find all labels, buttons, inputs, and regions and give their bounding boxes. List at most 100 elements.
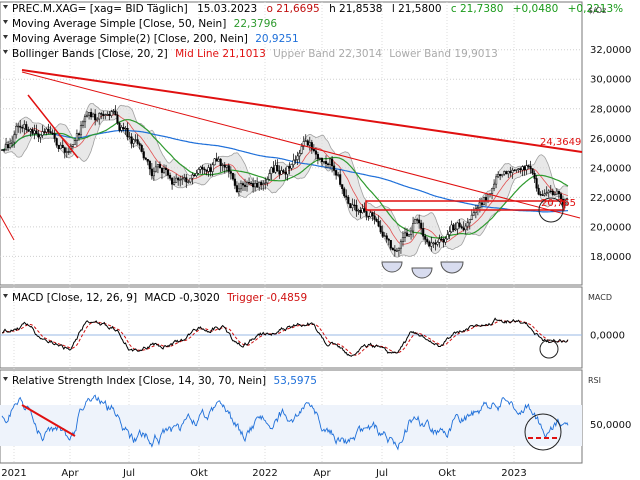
price-candle [104,114,107,116]
price-candle [399,241,402,249]
price-candle [162,167,166,173]
support-trendline [21,71,581,219]
collapse-icon[interactable] [3,294,8,298]
price-candle [486,194,490,202]
high-value: h 21,8538 [329,3,382,15]
price-candle [124,127,127,130]
price-candle [274,165,277,173]
legend-sma200[interactable]: Moving Average Simple(2) [Close, 200, Ne… [3,33,299,45]
collapse-icon[interactable] [3,50,8,54]
price-candle [96,118,99,121]
price-candle [410,230,413,235]
price-candle [233,178,236,186]
price-y-tick-label: 30,0000 [590,75,631,86]
macd-name: MACD [Close, 12, 26, 9] [12,292,137,304]
price-candle [428,241,431,247]
price-candle [351,204,354,209]
legend-rsi[interactable]: Relative Strength Index [Close, 14, 30, … [3,375,601,387]
bb-lower-value: Lower Band 19,9013 [389,48,498,60]
price-candle [405,232,409,237]
collapse-icon[interactable] [3,5,8,9]
macd-highlight-circle [539,339,559,359]
price-candle [140,145,143,152]
price-candle [442,239,445,243]
price-candle [553,193,556,196]
collapse-icon[interactable] [3,377,8,381]
symbol-label: PREC.M.XAG= [xag= BID Täglich] [12,3,188,15]
price-candle [432,242,435,244]
price-candle [420,222,423,229]
price-candle [521,166,524,171]
legend-macd[interactable]: MACD [Close, 12, 26, 9] MACD -0,3020 Tri… [3,292,612,304]
price-candle [276,165,279,171]
price-candle [272,167,275,173]
price-candle [385,235,388,240]
price-candle [7,144,10,148]
price-candle [395,250,398,252]
price-candle [65,151,68,153]
bb-name: Bollinger Bands [Close, 20, 2] [12,48,168,60]
price-candle [284,171,287,175]
price-candle [19,125,22,128]
price-candle [5,144,8,151]
price-candle [497,174,500,178]
price-candle [306,140,309,146]
price-candle [29,129,32,132]
price-candle [17,125,20,128]
collapse-icon[interactable] [3,35,8,39]
price-candle [221,164,224,167]
price-candle [414,219,417,224]
price-candle [25,124,28,130]
price-candle [167,169,170,176]
rsi-line [1,394,569,451]
price-candle [248,182,251,184]
price-candle [509,171,512,173]
price-candle [258,182,261,188]
price-candle [401,237,405,243]
price-y-tick-label: 32,0000 [590,45,631,56]
price-candle [134,139,137,141]
price-candle [55,138,58,146]
price-candle [436,242,439,245]
price-candle [377,221,380,227]
price-candle [476,207,479,209]
collapse-icon[interactable] [3,20,8,24]
price-candle [450,224,453,233]
price-candle [260,182,263,185]
price-candle [565,198,569,200]
price-candle [438,238,441,243]
legend-sma50[interactable]: Moving Average Simple [Close, 50, Nein] … [3,18,277,30]
x-tick-label: Apr [61,468,79,479]
unit-label: $/Oz [588,6,606,15]
price-candle [126,127,129,138]
price-candle [53,133,56,139]
price-candle [355,204,358,212]
price-candle [456,222,459,230]
price-candle [102,113,105,116]
price-candle [286,166,289,175]
x-tick-label: 2021 [1,468,26,479]
price-candle [547,190,550,193]
price-candle [252,183,255,188]
price-candle [110,111,113,116]
price-candle [231,172,234,180]
price-candle [294,159,297,161]
price-candle [116,114,119,124]
price-candle [98,113,101,120]
price-candle [11,141,14,145]
legend-bollinger[interactable]: Bollinger Bands [Close, 20, 2] Mid Line … [3,48,498,60]
price-candle [209,167,212,172]
price-candle [164,167,168,170]
rsi-value: 53,5975 [274,375,317,387]
price-candle [160,167,164,173]
price-candle [412,223,415,232]
macd-y-tick-label: 0,0000 [590,331,625,342]
price-candle [397,247,400,251]
price-candle [499,174,502,176]
x-tick-label: Jul [122,468,135,479]
price-candle [357,210,360,212]
x-tick-label: Apr [313,468,331,479]
price-candle [207,167,210,172]
price-candle [262,183,265,185]
